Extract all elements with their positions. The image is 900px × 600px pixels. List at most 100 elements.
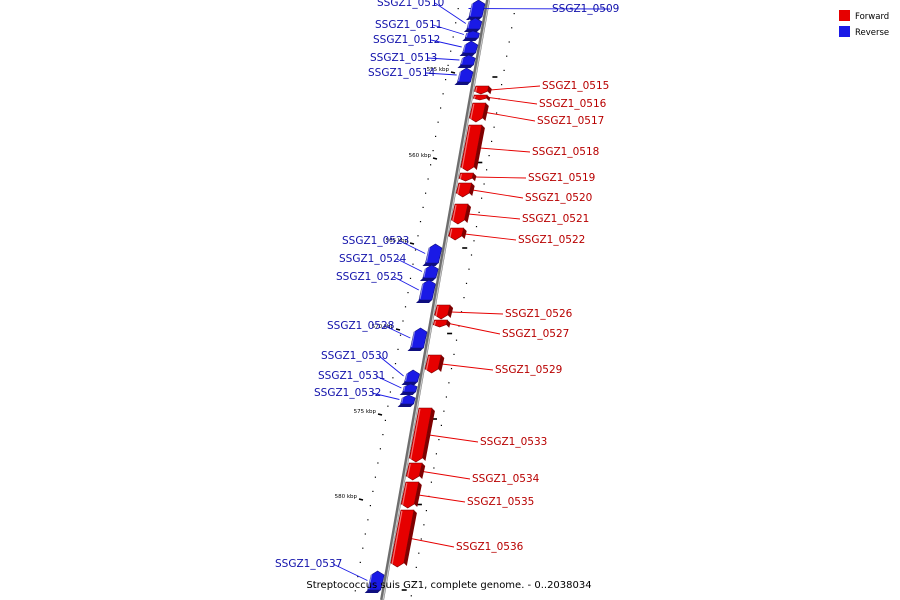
minor-tick	[478, 211, 480, 213]
gene-connector	[486, 112, 536, 122]
minor-tick	[354, 590, 356, 592]
gene-connector	[396, 258, 423, 272]
kbp-tick	[377, 413, 383, 416]
gene-ssgz1-0536	[390, 509, 417, 568]
minor-tick	[435, 135, 437, 137]
gene-label[interactable]: SSGZ1_0518	[532, 146, 599, 158]
minor-tick	[447, 64, 449, 66]
kbp-tick	[432, 157, 438, 160]
gene-label[interactable]: SSGZ1_0531	[318, 370, 385, 382]
gene-label[interactable]: SSGZ1_0522	[518, 234, 585, 246]
gene-connector	[393, 276, 420, 291]
minor-tick	[364, 533, 366, 535]
minor-tick	[511, 27, 513, 29]
gene-label[interactable]: SSGZ1_0517	[537, 115, 604, 127]
gene-ssgz1-0515	[474, 85, 492, 95]
gene-label[interactable]: SSGZ1_0524	[339, 253, 407, 265]
gene-connector	[429, 434, 479, 443]
gene-label[interactable]: SSGZ1_0525	[336, 271, 403, 283]
minor-tick	[374, 476, 376, 478]
legend-label-forward: Forward	[855, 12, 889, 22]
minor-tick	[387, 405, 389, 407]
gene-features	[364, 0, 492, 593]
gene-label[interactable]: SSGZ1_0521	[522, 213, 589, 225]
gene-label[interactable]: SSGZ1_0511	[375, 19, 442, 31]
minor-tick	[420, 538, 422, 540]
minor-tick	[437, 121, 439, 123]
gene-label[interactable]: SSGZ1_0515	[542, 80, 609, 92]
tick-marks	[354, 8, 515, 597]
gene-label[interactable]: SSGZ1_0533	[480, 436, 547, 448]
minor-tick	[448, 382, 450, 384]
minor-tick	[402, 320, 404, 322]
gene-label[interactable]: SSGZ1_0529	[495, 364, 562, 376]
minor-tick	[425, 510, 427, 512]
gene-label[interactable]: SSGZ1_0528	[327, 320, 394, 332]
gene-label[interactable]: SSGZ1_0537	[275, 558, 342, 570]
minor-tick	[473, 240, 475, 242]
gene-connector	[332, 563, 368, 581]
minor-tick	[435, 453, 437, 455]
minor-tick	[394, 363, 397, 365]
kbp-tick	[395, 328, 401, 331]
gene-ssgz1-0534	[405, 462, 426, 481]
gene-ssgz1-0518	[460, 124, 485, 172]
minor-tick	[414, 249, 417, 251]
gene-ssgz1-0522	[448, 227, 467, 241]
gene-label[interactable]: SSGZ1_0532	[314, 387, 381, 399]
gene-label[interactable]: SSGZ1_0536	[456, 541, 524, 553]
minor-tick	[442, 93, 444, 95]
minor-tick	[483, 183, 485, 185]
minor-tick	[392, 377, 394, 379]
kbp-label: 560 kbp	[409, 153, 432, 159]
minor-tick	[455, 22, 457, 24]
gene-connector	[450, 311, 504, 315]
minor-tick	[501, 84, 503, 86]
gene-ssgz1-0517	[469, 102, 489, 123]
minor-tick	[379, 448, 381, 450]
kbp-markers: 555 kbp 560 kbp 565 kbp 570 kbp 575 kbp 580 k…	[335, 67, 456, 501]
minor-tick	[465, 282, 468, 284]
gene-connector	[488, 97, 538, 105]
legend-swatch-forward	[839, 10, 850, 21]
gene-label[interactable]: SSGZ1_0513	[370, 52, 437, 64]
gene-connector	[410, 538, 455, 548]
gene-ssgz1-0531	[399, 383, 418, 395]
gene-connector	[479, 147, 531, 153]
minor-tick	[440, 424, 442, 426]
minor-tick	[503, 69, 505, 71]
minor-tick	[488, 155, 490, 157]
gene-label[interactable]: SSGZ1_0510	[377, 0, 444, 9]
gene-label[interactable]: SSGZ1_0509	[552, 3, 619, 15]
minor-tick	[486, 169, 488, 171]
gene-connector	[464, 233, 517, 241]
gene-label[interactable]: SSGZ1_0534	[472, 473, 540, 485]
kbp-tick	[450, 71, 456, 74]
gene-label[interactable]: SSGZ1_0527	[502, 328, 569, 340]
genome-backbone	[380, 0, 490, 600]
minor-tick	[450, 368, 453, 370]
gene-ssgz1-0527	[432, 319, 451, 328]
minor-tick	[399, 334, 402, 336]
legend: Forward Reverse	[839, 10, 889, 38]
minor-tick	[440, 107, 442, 109]
minor-tick	[445, 396, 447, 398]
minor-tick	[417, 235, 419, 237]
gene-label[interactable]: SSGZ1_0520	[525, 192, 592, 204]
gene-connector	[474, 176, 527, 179]
gene-label[interactable]: SSGZ1_0535	[467, 496, 534, 508]
gene-label[interactable]: SSGZ1_0526	[505, 308, 573, 320]
gene-label[interactable]: SSGZ1_0530	[321, 350, 388, 362]
gene-connector	[448, 323, 501, 335]
minor-tick	[362, 547, 364, 549]
gene-label[interactable]: SSGZ1_0523	[342, 235, 409, 247]
minor-tick	[369, 505, 371, 507]
minor-tick	[493, 126, 495, 128]
minor-tick	[455, 339, 458, 341]
kbp-tick	[358, 498, 364, 501]
gene-label[interactable]: SSGZ1_0519	[528, 172, 595, 184]
minor-tick	[389, 391, 391, 393]
gene-label[interactable]: SSGZ1_0512	[373, 34, 440, 46]
gene-label[interactable]: SSGZ1_0516	[539, 98, 607, 110]
gene-label[interactable]: SSGZ1_0514	[368, 67, 436, 79]
